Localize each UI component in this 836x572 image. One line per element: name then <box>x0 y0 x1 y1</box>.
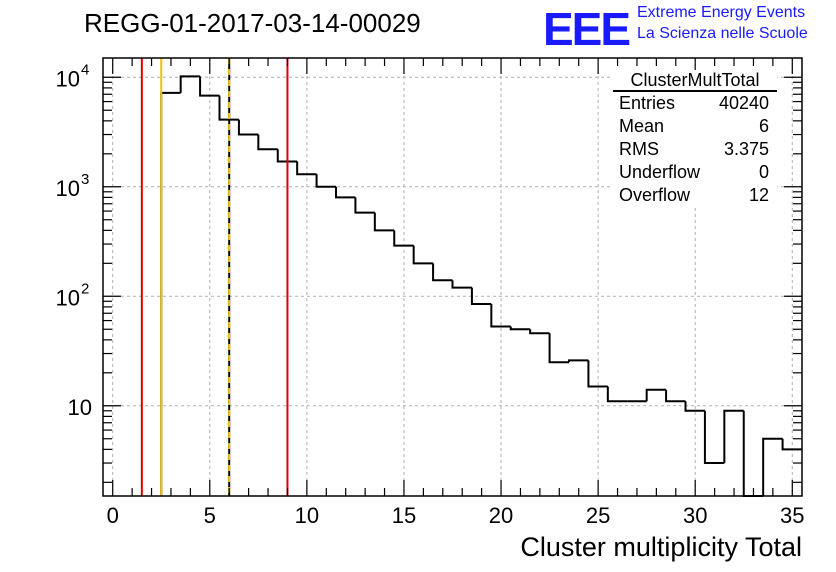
stats-label: Overflow <box>619 185 691 205</box>
x-tick-label: 5 <box>204 503 216 528</box>
marker-lines <box>140 58 289 496</box>
histogram-bin <box>412 245 434 265</box>
histogram-bin <box>509 326 531 331</box>
x-tick-label: 35 <box>780 503 804 528</box>
histogram-bin <box>587 360 608 388</box>
histogram-bin <box>606 386 628 403</box>
histogram-bin <box>762 437 783 496</box>
y-tick-label: 10 <box>56 285 80 310</box>
plot-frame <box>102 57 803 497</box>
x-tick-label: 30 <box>683 503 707 528</box>
histogram-bin <box>179 75 201 93</box>
x-axis-label: Cluster multiplicity Total <box>520 532 802 562</box>
stats-title: ClusterMultTotal <box>613 70 777 92</box>
histogram-bin <box>470 287 492 306</box>
x-tick-label: 10 <box>295 503 319 528</box>
stats-value: 40240 <box>718 93 769 113</box>
histogram-bin <box>373 212 395 232</box>
y-tick-label: 10 <box>68 395 92 420</box>
axis-ticks <box>103 58 802 496</box>
stats-label: RMS <box>619 139 659 159</box>
stats-row: Mean 6 <box>613 115 777 138</box>
y-tick-label: 10 <box>56 66 80 91</box>
y-tick-exponent: 2 <box>81 280 89 297</box>
histogram-bin <box>335 186 356 199</box>
histogram-bin <box>393 230 414 247</box>
histogram-bin <box>684 401 705 412</box>
x-tick-label: 20 <box>489 503 513 528</box>
histogram-bin <box>276 149 298 163</box>
y-tick-exponent: 4 <box>81 61 89 78</box>
histogram-bin <box>548 333 569 364</box>
stats-row: RMS 3.375 <box>613 138 777 161</box>
histogram-bin <box>354 197 375 214</box>
chart-title: REGG-01-2017-03-14-00029 <box>84 8 421 38</box>
stats-value: 6 <box>758 116 769 136</box>
histogram-bin <box>432 263 453 282</box>
y-tick-label: 10 <box>56 176 80 201</box>
x-tick-label: 0 <box>107 503 119 528</box>
stats-label: Underflow <box>619 162 701 182</box>
histogram-bin <box>257 134 278 151</box>
histogram-bin <box>315 174 336 188</box>
stats-row: Entries 40240 <box>613 92 777 115</box>
histogram-bin <box>218 95 239 121</box>
x-tick-label: 25 <box>586 503 610 528</box>
eee-logo: EEE <box>543 3 631 55</box>
stats-value: 0 <box>758 162 769 182</box>
histogram-bin <box>199 76 220 97</box>
histogram-bin <box>160 91 181 496</box>
histogram-bin <box>237 119 259 136</box>
histogram-bin <box>296 161 317 176</box>
histogram-bin <box>665 389 686 403</box>
histogram-bin <box>490 304 511 328</box>
logo-text-line1: Extreme Energy Events <box>637 4 806 21</box>
histogram-bin <box>645 388 667 402</box>
histogram-bin <box>451 280 472 289</box>
stats-value: 3.375 <box>723 139 769 159</box>
x-tick-label: 15 <box>392 503 416 528</box>
stats-row: Overflow 12 <box>613 184 777 207</box>
stats-value: 12 <box>748 185 769 205</box>
histogram-bin <box>703 410 725 465</box>
stats-row: Underflow 0 <box>613 161 777 184</box>
histogram-bin <box>742 410 764 497</box>
stats-label: Mean <box>619 116 665 136</box>
y-tick-exponent: 3 <box>81 171 89 188</box>
histogram-bin <box>568 359 589 363</box>
histogram-bin <box>723 409 744 464</box>
stats-label: Entries <box>619 93 676 113</box>
histogram-bin <box>529 329 550 335</box>
stats-box: ClusterMultTotal Entries 40240 Mean 6 RM… <box>613 70 777 207</box>
logo-text-line2: La Scienza nelle Scuole <box>637 25 808 42</box>
